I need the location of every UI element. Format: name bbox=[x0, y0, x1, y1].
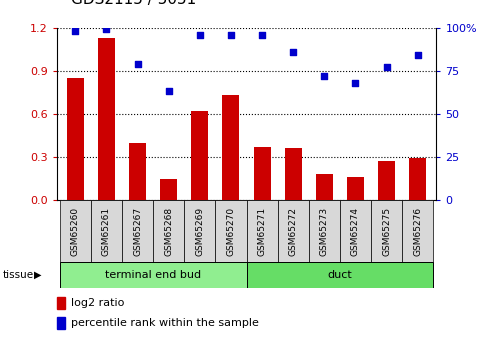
Text: percentile rank within the sample: percentile rank within the sample bbox=[71, 318, 259, 328]
Text: tissue: tissue bbox=[2, 270, 34, 280]
Bar bbox=[215, 200, 246, 262]
Point bbox=[289, 49, 297, 55]
Bar bbox=[222, 95, 240, 200]
Text: GSM65260: GSM65260 bbox=[71, 207, 80, 256]
Bar bbox=[278, 200, 309, 262]
Text: GSM65273: GSM65273 bbox=[320, 207, 329, 256]
Bar bbox=[378, 161, 395, 200]
Bar bbox=[57, 317, 65, 329]
Text: GSM65274: GSM65274 bbox=[351, 207, 360, 256]
Point bbox=[320, 73, 328, 79]
Point bbox=[383, 65, 390, 70]
Bar bbox=[246, 262, 433, 288]
Text: GSM65275: GSM65275 bbox=[382, 207, 391, 256]
Text: GSM65269: GSM65269 bbox=[195, 207, 204, 256]
Text: terminal end bud: terminal end bud bbox=[105, 270, 201, 280]
Bar bbox=[316, 174, 333, 200]
Point bbox=[196, 32, 204, 37]
Text: GSM65267: GSM65267 bbox=[133, 207, 142, 256]
Point bbox=[103, 27, 110, 32]
Point bbox=[414, 52, 422, 58]
Bar bbox=[284, 148, 302, 200]
Text: GSM65272: GSM65272 bbox=[289, 207, 298, 256]
Bar bbox=[409, 158, 426, 200]
Bar bbox=[246, 200, 278, 262]
Text: GSM65268: GSM65268 bbox=[164, 207, 173, 256]
Text: GSM65270: GSM65270 bbox=[226, 207, 236, 256]
Text: GSM65276: GSM65276 bbox=[413, 207, 422, 256]
Bar bbox=[60, 262, 246, 288]
Point bbox=[134, 61, 141, 67]
Bar bbox=[402, 200, 433, 262]
Bar bbox=[98, 38, 115, 200]
Bar bbox=[253, 147, 271, 200]
Text: duct: duct bbox=[327, 270, 352, 280]
Point bbox=[352, 80, 359, 86]
Point bbox=[165, 89, 173, 94]
Bar bbox=[371, 200, 402, 262]
Text: GSM65261: GSM65261 bbox=[102, 207, 111, 256]
Bar bbox=[184, 200, 215, 262]
Bar bbox=[122, 200, 153, 262]
Bar bbox=[60, 200, 91, 262]
Text: GDS2115 / 5051: GDS2115 / 5051 bbox=[71, 0, 197, 7]
Bar bbox=[67, 78, 84, 200]
Point bbox=[71, 28, 79, 34]
Bar bbox=[340, 200, 371, 262]
Bar bbox=[191, 111, 209, 200]
Bar bbox=[309, 200, 340, 262]
Bar bbox=[347, 177, 364, 200]
Text: GSM65271: GSM65271 bbox=[257, 207, 267, 256]
Text: ▶: ▶ bbox=[34, 270, 41, 280]
Bar bbox=[57, 297, 65, 309]
Bar bbox=[160, 179, 177, 200]
Text: log2 ratio: log2 ratio bbox=[71, 298, 125, 308]
Bar bbox=[153, 200, 184, 262]
Bar bbox=[91, 200, 122, 262]
Point bbox=[258, 32, 266, 37]
Bar bbox=[129, 142, 146, 200]
Point bbox=[227, 32, 235, 37]
